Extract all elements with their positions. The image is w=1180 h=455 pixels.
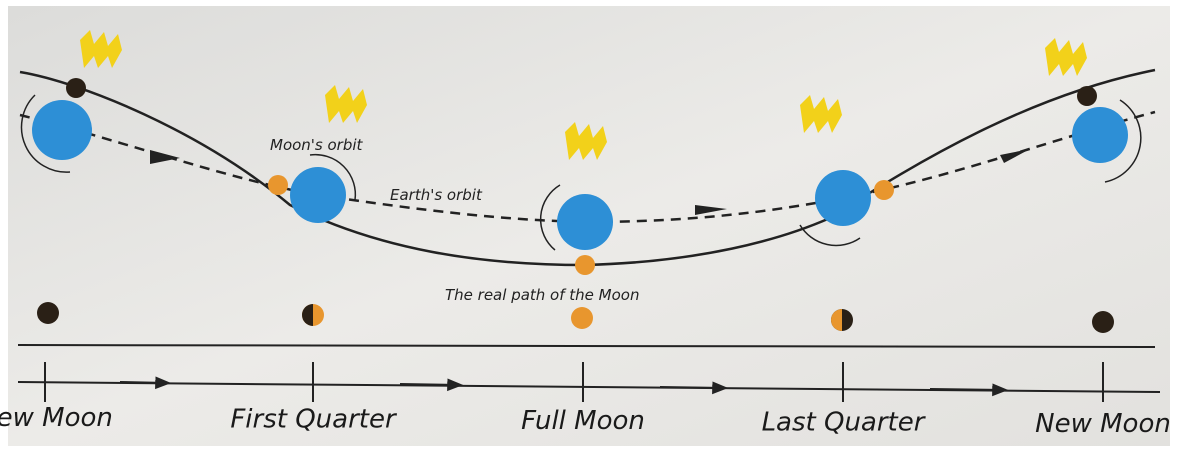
phase-label: First Quarter [230, 405, 398, 435]
earth-orbit-label: Earth's orbit [390, 186, 483, 204]
phase-label: Last Quarter [762, 408, 927, 438]
diagram: Moon's orbit Earth's orbit The real path… [0, 0, 1180, 455]
moon-orbit-label: Moon's orbit [270, 136, 364, 154]
real-path-label: The real path of the Moon [445, 286, 639, 304]
phase-label: New Moon [0, 403, 113, 433]
phase-label: New Moon [1035, 409, 1171, 439]
phase-label: Full Moon [521, 406, 645, 436]
